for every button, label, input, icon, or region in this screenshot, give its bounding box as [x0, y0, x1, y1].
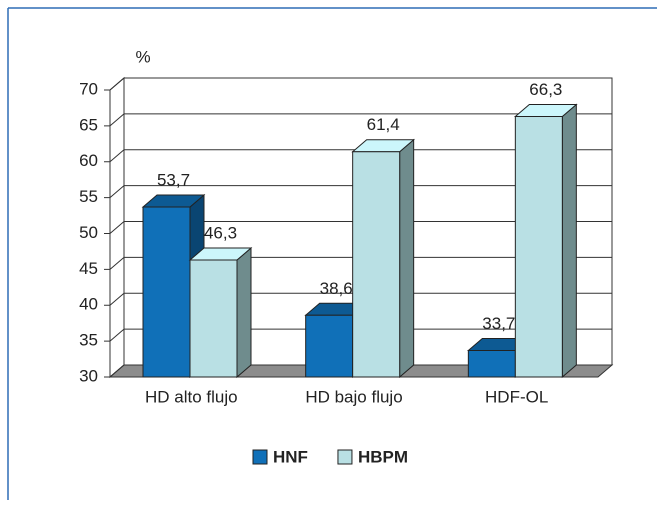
y-tick-label: 70	[79, 79, 98, 98]
y-tick-label: 35	[79, 331, 98, 350]
y-axis-label: %	[135, 47, 150, 66]
legend-label: HBPM	[358, 447, 408, 466]
grid-line	[109, 113, 612, 127]
y-tick-label: 45	[79, 259, 98, 278]
x-tick-label: HD bajo flujo	[305, 387, 402, 406]
bar-front	[514, 116, 563, 378]
data-label: 38,6	[320, 279, 353, 298]
x-tick-label: HD alto flujo	[145, 387, 238, 406]
bar	[188, 246, 253, 379]
y-tick-label: 65	[79, 115, 98, 134]
bar-side	[236, 246, 252, 379]
data-label: 61,4	[367, 115, 400, 134]
bar-front	[352, 151, 401, 378]
x-tick-label: HDF-OL	[485, 387, 548, 406]
bar-side	[399, 138, 415, 379]
bar	[351, 138, 416, 379]
y-tick-label: 60	[79, 151, 98, 170]
grid-line	[109, 77, 612, 91]
data-label: 66,3	[529, 80, 562, 99]
legend-swatch	[252, 449, 268, 465]
data-label: 33,7	[482, 314, 515, 333]
grid-line	[109, 328, 612, 342]
y-tick-label: 55	[79, 187, 98, 206]
grid-line	[109, 256, 612, 270]
legend-swatch	[337, 449, 353, 465]
bar-front	[189, 259, 238, 378]
bar-front	[142, 206, 191, 378]
data-label: 46,3	[204, 224, 237, 243]
grid-line	[109, 221, 612, 234]
bar	[513, 103, 578, 379]
bar-side	[561, 103, 577, 379]
data-label: 53,7	[157, 170, 190, 189]
grid-line	[109, 149, 612, 163]
grid-line	[109, 185, 612, 199]
legend-label: HNF	[273, 447, 308, 466]
bar-front	[467, 349, 516, 378]
y-tick-label: 30	[79, 366, 98, 385]
grid-line	[109, 364, 612, 378]
bar-front	[305, 314, 354, 378]
y-tick-label: 50	[79, 223, 98, 242]
y-tick-label: 40	[79, 295, 98, 314]
grid-line	[109, 292, 612, 306]
